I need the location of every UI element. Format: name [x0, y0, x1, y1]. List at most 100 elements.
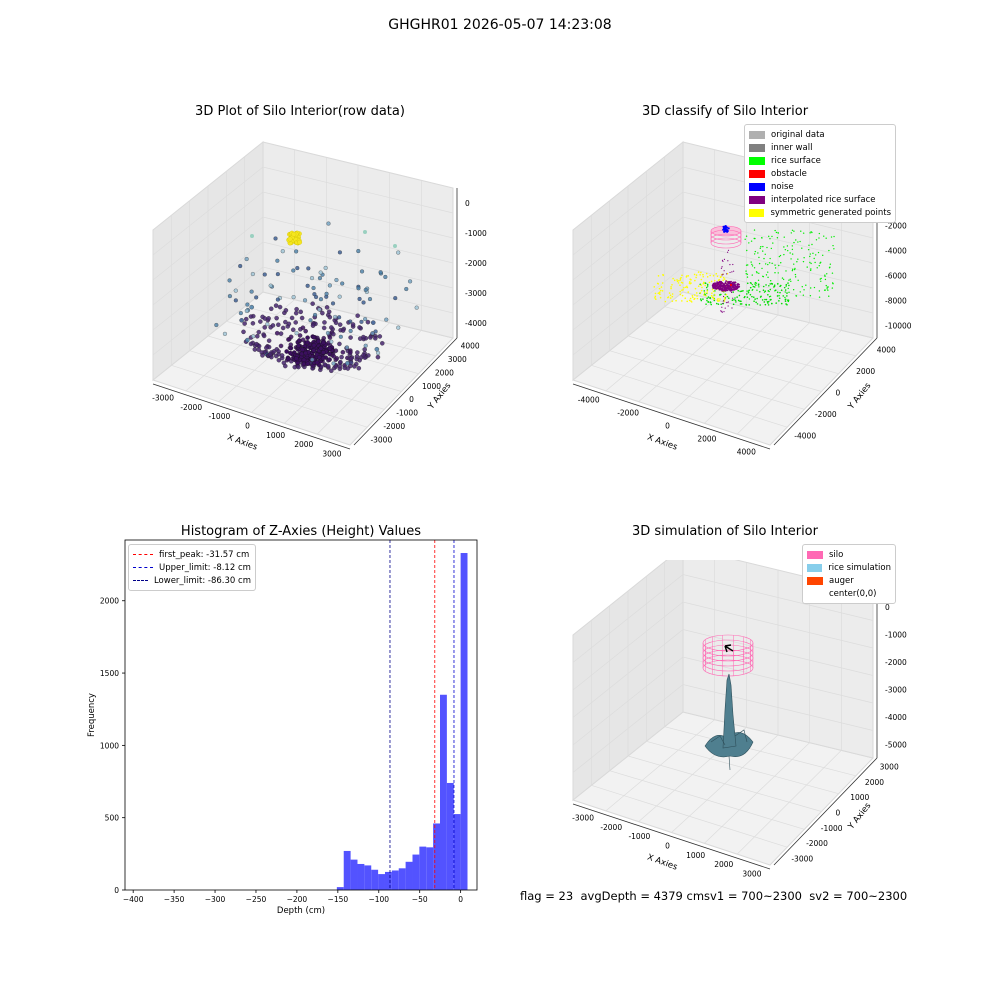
cls-symmetric-point	[703, 281, 705, 284]
cls-rice-surface-point	[765, 284, 767, 286]
cls-rice-surface-point	[731, 299, 734, 302]
cls-interpolated-point	[734, 281, 737, 284]
cls-rice-surface-point	[831, 287, 834, 289]
cls-rice-surface-point	[788, 291, 790, 293]
raw-data-point	[266, 316, 271, 321]
raw-data-point	[333, 364, 339, 369]
classify-legend: original data inner wall rice surface obsta…	[744, 124, 896, 223]
cls-rice-surface-point	[748, 289, 751, 292]
legend-entry: auger	[807, 574, 891, 587]
cls-noise-point	[724, 230, 727, 233]
cls-interpolated-point	[727, 260, 729, 262]
raw-data-point	[258, 319, 263, 324]
cls-rice-surface-point	[763, 257, 765, 260]
raw-data-point	[357, 325, 362, 330]
raw-data-point	[277, 304, 283, 310]
cls-interpolated-point	[721, 266, 723, 268]
raw-data-point	[244, 308, 249, 313]
sim-y-axis-label: Y Axies	[846, 801, 874, 833]
histogram-bar	[405, 861, 413, 890]
cls-interpolated-point	[726, 302, 728, 304]
x-tick-label: 0	[458, 895, 463, 904]
raw-data-point	[260, 353, 265, 358]
cls-rice-surface-point	[767, 304, 770, 306]
raw-data-point	[340, 281, 345, 286]
raw-data-point	[377, 334, 383, 339]
cls-rice-surface-point	[825, 284, 827, 287]
cls-rice-surface-point	[799, 240, 801, 243]
raw-x-tick-label: -2000	[180, 403, 202, 412]
cls-symmetric-point	[723, 298, 726, 301]
cls-interpolated-point	[722, 300, 724, 302]
cls-rice-surface-point	[780, 302, 783, 305]
x-tick-label: −100	[368, 895, 389, 904]
cls-interpolated-point	[727, 305, 729, 307]
cls-symmetric-point	[717, 300, 719, 302]
cls-rice-surface-point	[746, 290, 748, 292]
legend-entry: noise	[749, 180, 891, 193]
cls-rice-surface-point	[789, 252, 791, 254]
raw-data-point	[249, 289, 254, 294]
cls-rice-surface-point	[790, 232, 792, 234]
cls-symmetric-point	[669, 294, 672, 297]
cls-rice-surface-point	[753, 300, 755, 302]
raw-data-point	[316, 354, 322, 360]
cls-rice-surface-point	[794, 267, 796, 270]
raw-y-tick-label: -1000	[396, 409, 418, 418]
cls-rice-surface-point	[714, 290, 716, 292]
cls-rice-surface-point	[779, 284, 782, 287]
sim-z-tick-label: 0	[885, 603, 890, 612]
cls-symmetric-point	[689, 297, 692, 300]
cls-rice-surface-point	[814, 254, 817, 256]
cls-rice-surface-point	[754, 281, 757, 284]
sim-y-tick-label: -3000	[791, 854, 813, 863]
raw-data-point	[303, 328, 308, 334]
cls-rice-surface-point	[805, 284, 807, 286]
raw-data-point	[288, 334, 294, 340]
histogram-bar	[384, 871, 392, 890]
cls-rice-surface-point	[769, 257, 771, 260]
raw-z-tick-label: -3000	[465, 289, 487, 298]
raw-plot-title: 3D Plot of Silo Interior(row data)	[195, 104, 405, 119]
raw-data-point	[344, 345, 350, 350]
raw-data-point	[363, 317, 368, 322]
cls-rice-surface-point	[766, 301, 769, 303]
cls-rice-surface-point	[758, 256, 760, 259]
histogram-bar	[419, 846, 427, 890]
raw-data-point	[274, 330, 280, 336]
cls-interpolated-point	[732, 263, 734, 266]
raw-x-tick-label: 2000	[294, 440, 313, 449]
sim-y-tick-label: 0	[836, 809, 841, 818]
legend-entry: center(0,0)	[807, 587, 891, 600]
cls-symmetric-point	[693, 297, 696, 300]
cls-symmetric-point	[719, 276, 722, 279]
cls-symmetric-point	[696, 295, 698, 297]
raw-data-point	[321, 340, 326, 346]
raw-data-point	[340, 349, 346, 355]
raw-data-point	[311, 342, 317, 348]
cls-symmetric-point	[681, 294, 684, 297]
cls-symmetric-point	[696, 297, 699, 300]
cls-noise-point	[722, 228, 725, 231]
cls-rice-surface-point	[818, 237, 820, 239]
histogram-bar	[364, 865, 372, 890]
cls-symmetric-point	[670, 287, 672, 290]
cls-rice-surface-point	[751, 283, 753, 286]
cls-rice-surface-point	[745, 303, 747, 306]
cls-rice-surface-point	[820, 280, 822, 282]
raw-data-point	[333, 314, 338, 320]
cls-symmetric-point	[684, 297, 687, 299]
cls-interpolated-point	[718, 285, 720, 288]
cls-y-tick-label: -4000	[794, 431, 816, 440]
cls-noise-point	[724, 228, 727, 231]
cls-rice-surface-point	[775, 231, 778, 234]
raw-data-point	[268, 283, 273, 288]
cls-rice-surface-point	[786, 245, 789, 247]
cls-symmetric-point	[722, 276, 725, 279]
cls-rice-surface-point	[791, 229, 794, 232]
cls-rice-surface-point	[746, 249, 748, 252]
cls-rice-surface-point	[801, 285, 803, 288]
cls-interpolated-point	[733, 283, 735, 285]
raw-data-point	[276, 357, 282, 363]
raw-data-point	[252, 347, 258, 352]
